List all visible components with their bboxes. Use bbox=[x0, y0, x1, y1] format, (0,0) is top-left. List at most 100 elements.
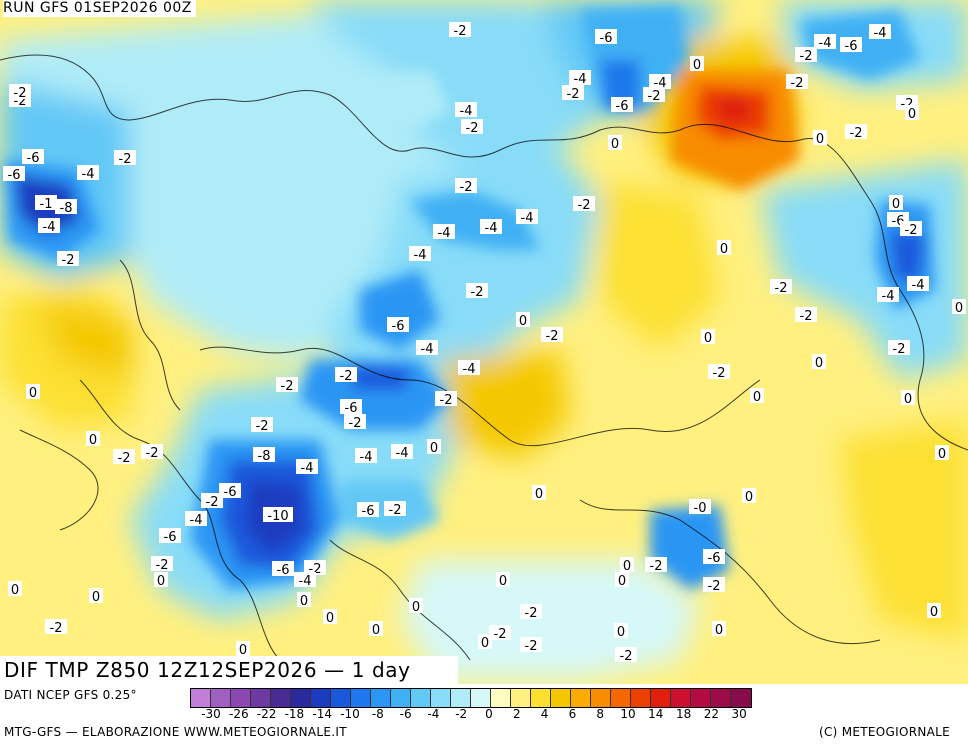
svg-text:-2: -2 bbox=[156, 558, 169, 573]
color-swatch bbox=[231, 689, 251, 707]
color-scale-tick: -4 bbox=[427, 707, 440, 721]
svg-text:0: 0 bbox=[300, 594, 308, 609]
contour-label: -0 bbox=[689, 499, 711, 516]
contour-label: -2 bbox=[466, 283, 488, 300]
svg-text:-6: -6 bbox=[224, 485, 237, 500]
svg-text:0: 0 bbox=[430, 441, 438, 456]
color-scale-tick: 14 bbox=[648, 707, 664, 721]
color-swatch bbox=[291, 689, 311, 707]
color-scale-tick: -26 bbox=[228, 707, 249, 721]
svg-text:-4: -4 bbox=[438, 226, 451, 241]
contour-label: -4 bbox=[416, 340, 438, 357]
color-swatch bbox=[311, 689, 331, 707]
contour-label: 0 bbox=[927, 603, 941, 620]
contour-label: -6 bbox=[387, 317, 409, 334]
contour-label: -4 bbox=[907, 276, 929, 293]
color-scale-tick: 0 bbox=[485, 707, 493, 721]
contour-label: 0 bbox=[813, 130, 827, 147]
color-scale-tick: -10 bbox=[340, 707, 360, 721]
contour-label: -4 bbox=[516, 209, 538, 226]
contour-label: -2 bbox=[141, 444, 163, 461]
contour-label: -2 bbox=[900, 221, 922, 238]
contour-label: -2 bbox=[335, 367, 357, 384]
svg-text:-2: -2 bbox=[471, 285, 484, 300]
contour-label: -2 bbox=[888, 340, 910, 357]
svg-text:-2: -2 bbox=[905, 223, 918, 238]
contour-label: -2 bbox=[45, 619, 67, 636]
svg-text:0: 0 bbox=[955, 301, 963, 316]
svg-text:0: 0 bbox=[816, 132, 824, 147]
color-swatch bbox=[711, 689, 731, 707]
contour-label: -6 bbox=[22, 149, 44, 166]
svg-text:-4: -4 bbox=[463, 362, 476, 377]
contour-label: -2 bbox=[520, 637, 542, 654]
svg-text:0: 0 bbox=[753, 390, 761, 405]
svg-text:0: 0 bbox=[908, 107, 916, 122]
contour-label: -6 bbox=[272, 561, 294, 578]
contour-label: 0 bbox=[742, 488, 756, 505]
color-scale-tick: -14 bbox=[312, 707, 332, 721]
contour-label: 0 bbox=[889, 195, 903, 212]
svg-text:-2: -2 bbox=[256, 419, 269, 434]
svg-text:-6: -6 bbox=[600, 31, 613, 46]
color-scale-tick: 10 bbox=[620, 707, 636, 721]
contour-label: -2 bbox=[615, 647, 637, 664]
contour-label: -4 bbox=[814, 34, 836, 51]
svg-text:-0: -0 bbox=[694, 501, 707, 516]
svg-text:-2: -2 bbox=[146, 446, 159, 461]
contour-label: -2 bbox=[562, 85, 584, 102]
run-title: RUN GFS 01SEP2026 00Z bbox=[3, 0, 196, 17]
svg-text:0: 0 bbox=[617, 625, 625, 640]
color-swatch bbox=[451, 689, 471, 707]
svg-text:-2: -2 bbox=[546, 329, 559, 344]
svg-text:-8: -8 bbox=[60, 201, 73, 216]
contour-label: 0 bbox=[532, 485, 546, 502]
svg-text:-8: -8 bbox=[258, 449, 271, 464]
color-scale-tick: 22 bbox=[703, 707, 720, 721]
contour-label: -2 bbox=[455, 178, 477, 195]
svg-text:-4: -4 bbox=[190, 513, 203, 528]
svg-text:-10: -10 bbox=[267, 509, 288, 524]
svg-text:-6: -6 bbox=[8, 168, 21, 183]
contour-label: -2 bbox=[251, 417, 273, 434]
contour-label: -4 bbox=[185, 511, 207, 528]
contour-label: -8 bbox=[55, 199, 77, 216]
contour-label: 0 bbox=[750, 388, 764, 405]
color-swatch bbox=[671, 689, 691, 707]
svg-text:-4: -4 bbox=[460, 104, 473, 119]
svg-text:-4: -4 bbox=[421, 342, 434, 357]
contour-label: -4 bbox=[391, 444, 413, 461]
svg-text:-4: -4 bbox=[414, 248, 427, 263]
contour-label: -4 bbox=[569, 70, 591, 87]
svg-text:-4: -4 bbox=[819, 36, 832, 51]
color-swatch bbox=[191, 689, 211, 707]
contour-label: -2 bbox=[114, 150, 136, 167]
color-scale-tick: -22 bbox=[256, 707, 277, 721]
svg-text:-2: -2 bbox=[800, 309, 813, 324]
svg-text:0: 0 bbox=[693, 58, 701, 73]
contour-label: 0 bbox=[154, 572, 168, 589]
color-swatch bbox=[391, 689, 411, 707]
svg-text:-4: -4 bbox=[574, 72, 587, 87]
svg-text:-2: -2 bbox=[389, 503, 402, 518]
svg-text:0: 0 bbox=[481, 636, 489, 651]
contour-label: 0 bbox=[516, 312, 530, 329]
contour-label: -2 bbox=[489, 625, 511, 642]
svg-text:0: 0 bbox=[611, 137, 619, 152]
color-scale-tick: 4 bbox=[540, 707, 549, 721]
svg-text:-2: -2 bbox=[50, 621, 63, 636]
contour-label: -2 bbox=[645, 557, 667, 574]
svg-text:-2: -2 bbox=[650, 559, 663, 574]
contour-label: -2 bbox=[520, 604, 542, 621]
svg-text:-6: -6 bbox=[362, 504, 375, 519]
contour-label: -6 bbox=[703, 549, 725, 566]
contour-label: -6 bbox=[3, 166, 25, 183]
svg-text:-2: -2 bbox=[494, 627, 507, 642]
contour-label: 0 bbox=[935, 445, 949, 462]
contour-label: -2 bbox=[845, 124, 867, 141]
svg-text:0: 0 bbox=[892, 197, 900, 212]
color-swatch bbox=[251, 689, 271, 707]
svg-text:-4: -4 bbox=[360, 450, 373, 465]
contour-label: -4 bbox=[296, 459, 318, 476]
svg-text:-4: -4 bbox=[521, 211, 534, 226]
